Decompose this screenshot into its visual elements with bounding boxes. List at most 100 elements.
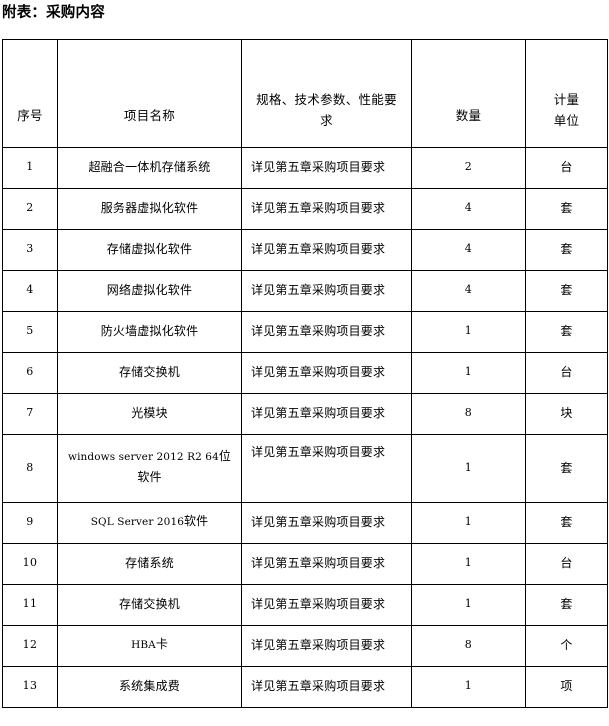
cell-serial-number: 8 <box>2 434 58 503</box>
cell-unit: 台 <box>525 147 608 189</box>
cell-item-name: 光模块 <box>57 393 242 435</box>
cell-unit: 套 <box>525 434 608 503</box>
cell-specification: 详见第五章采购项目要求 <box>241 311 412 353</box>
cell-item-name: 网络虚拟化软件 <box>57 270 242 312</box>
table-row: 11 存储交换机 详见第五章采购项目要求 1 套 <box>2 584 608 626</box>
cell-item-name: 超融合一体机存储系统 <box>57 147 242 189</box>
cell-unit: 项 <box>525 666 608 708</box>
column-header-item-name-label: 项目名称 <box>123 108 176 123</box>
table-row: 13 系统集成费 详见第五章采购项目要求 1 项 <box>2 666 608 708</box>
cell-serial-number: 11 <box>2 584 58 626</box>
cell-unit: 套 <box>525 188 608 230</box>
table-header-row: 序号 项目名称 规格、技术参数、性能要 求 数量 计量 <box>2 39 608 148</box>
cell-unit: 套 <box>525 270 608 312</box>
cell-item-name-cjk: 卡 <box>155 637 168 651</box>
cell-serial-number: 12 <box>2 625 58 667</box>
cell-quantity: 1 <box>411 311 526 353</box>
cell-item-name-latin: windows server 2012 R2 64 <box>68 451 219 463</box>
cell-specification: 详见第五章采购项目要求 <box>241 270 412 312</box>
cell-serial-number: 9 <box>2 502 58 544</box>
cell-item-name: 存储系统 <box>57 543 242 585</box>
table-row: 2 服务器虚拟化软件 详见第五章采购项目要求 4 套 <box>2 188 608 230</box>
column-header-quantity-label: 数量 <box>455 108 482 123</box>
table-row: 10 存储系统 详见第五章采购项目要求 1 台 <box>2 543 608 585</box>
cell-item-name: 防火墙虚拟化软件 <box>57 311 242 353</box>
cell-serial-number: 4 <box>2 270 58 312</box>
cell-quantity: 1 <box>411 502 526 544</box>
cell-item-name-cjk: 位软件 <box>137 449 231 484</box>
cell-item-name: 存储虚拟化软件 <box>57 229 242 271</box>
cell-quantity: 4 <box>411 188 526 230</box>
cell-serial-number: 3 <box>2 229 58 271</box>
cell-serial-number: 7 <box>2 393 58 435</box>
column-header-item-name: 项目名称 <box>57 39 242 148</box>
cell-item-name: 存储交换机 <box>57 584 242 626</box>
column-header-unit: 计量 单位 <box>525 39 608 148</box>
cell-unit: 个 <box>525 625 608 667</box>
column-header-quantity: 数量 <box>411 39 526 148</box>
cell-item-name: HBA卡 <box>57 625 242 667</box>
column-header-unit-line2: 单位 <box>553 112 580 128</box>
cell-serial-number: 10 <box>2 543 58 585</box>
table-row: 6 存储交换机 详见第五章采购项目要求 1 台 <box>2 352 608 394</box>
cell-item-name: 服务器虚拟化软件 <box>57 188 242 230</box>
table-row: 9 SQL Server 2016软件 详见第五章采购项目要求 1 套 <box>2 502 608 544</box>
cell-quantity: 1 <box>411 352 526 394</box>
cell-unit: 套 <box>525 584 608 626</box>
cell-specification: 详见第五章采购项目要求 <box>241 147 412 189</box>
cell-quantity: 4 <box>411 270 526 312</box>
cell-item-name: 系统集成费 <box>57 666 242 708</box>
table-row: 5 防火墙虚拟化软件 详见第五章采购项目要求 1 套 <box>2 311 608 353</box>
cell-quantity: 1 <box>411 584 526 626</box>
cell-unit: 台 <box>525 352 608 394</box>
cell-specification: 详见第五章采购项目要求 <box>241 393 412 435</box>
cell-specification: 详见第五章采购项目要求 <box>241 352 412 394</box>
cell-specification: 详见第五章采购项目要求 <box>241 584 412 626</box>
cell-specification: 详见第五章采购项目要求 <box>241 434 412 503</box>
cell-item-name: 存储交换机 <box>57 352 242 394</box>
table-row: 7 光模块 详见第五章采购项目要求 8 块 <box>2 393 608 435</box>
cell-quantity: 1 <box>411 543 526 585</box>
cell-item-name-latin: SQL Server 2016 <box>90 516 185 528</box>
cell-serial-number: 13 <box>2 666 58 708</box>
table-header: 序号 项目名称 规格、技术参数、性能要 求 数量 计量 <box>2 39 608 148</box>
cell-specification: 详见第五章采购项目要求 <box>241 666 412 708</box>
cell-quantity: 1 <box>411 666 526 708</box>
cell-serial-number: 5 <box>2 311 58 353</box>
table-row: 1 超融合一体机存储系统 详见第五章采购项目要求 2 台 <box>2 147 608 189</box>
cell-unit: 套 <box>525 502 608 544</box>
cell-item-name: windows server 2012 R2 64位软件 <box>57 434 242 503</box>
cell-item-name-latin: HBA <box>131 639 156 651</box>
column-header-unit-line1: 计量 <box>553 91 580 107</box>
page-title: 附表：采购内容 <box>2 5 105 21</box>
cell-quantity: 1 <box>411 434 526 503</box>
procurement-content-table: 序号 项目名称 规格、技术参数、性能要 求 数量 计量 <box>2 39 608 708</box>
cell-specification: 详见第五章采购项目要求 <box>241 625 412 667</box>
column-header-specification: 规格、技术参数、性能要 求 <box>241 39 412 148</box>
cell-unit: 套 <box>525 229 608 271</box>
cell-quantity: 8 <box>411 625 526 667</box>
table-row: 3 存储虚拟化软件 详见第五章采购项目要求 4 套 <box>2 229 608 271</box>
column-header-serial-number-label: 序号 <box>17 108 43 123</box>
table-body: 1 超融合一体机存储系统 详见第五章采购项目要求 2 台 2 服务器虚拟化软件 详见第五章采购… <box>2 147 608 708</box>
cell-specification: 详见第五章采购项目要求 <box>241 502 412 544</box>
cell-specification: 详见第五章采购项目要求 <box>241 229 412 271</box>
column-header-specification-inner: 规格、技术参数、性能要 求 <box>242 57 411 131</box>
cell-quantity: 2 <box>411 147 526 189</box>
cell-item-name: SQL Server 2016软件 <box>57 502 242 544</box>
cell-unit: 块 <box>525 393 608 435</box>
column-header-specification-line2: 求 <box>320 112 333 128</box>
cell-serial-number: 1 <box>2 147 58 189</box>
cell-unit: 套 <box>525 311 608 353</box>
column-header-unit-inner: 计量 单位 <box>526 57 607 131</box>
cell-unit: 台 <box>525 543 608 585</box>
table-row: 8 windows server 2012 R2 64位软件 详见第五章采购项目要求… <box>2 434 608 503</box>
cell-specification: 详见第五章采购项目要求 <box>241 543 412 585</box>
column-header-serial-number: 序号 <box>2 39 58 148</box>
cell-specification: 详见第五章采购项目要求 <box>241 188 412 230</box>
cell-quantity: 8 <box>411 393 526 435</box>
cell-item-name-cjk: 软件 <box>184 514 209 528</box>
table-row: 4 网络虚拟化软件 详见第五章采购项目要求 4 套 <box>2 270 608 312</box>
column-header-specification-line1: 规格、技术参数、性能要 <box>256 91 397 107</box>
